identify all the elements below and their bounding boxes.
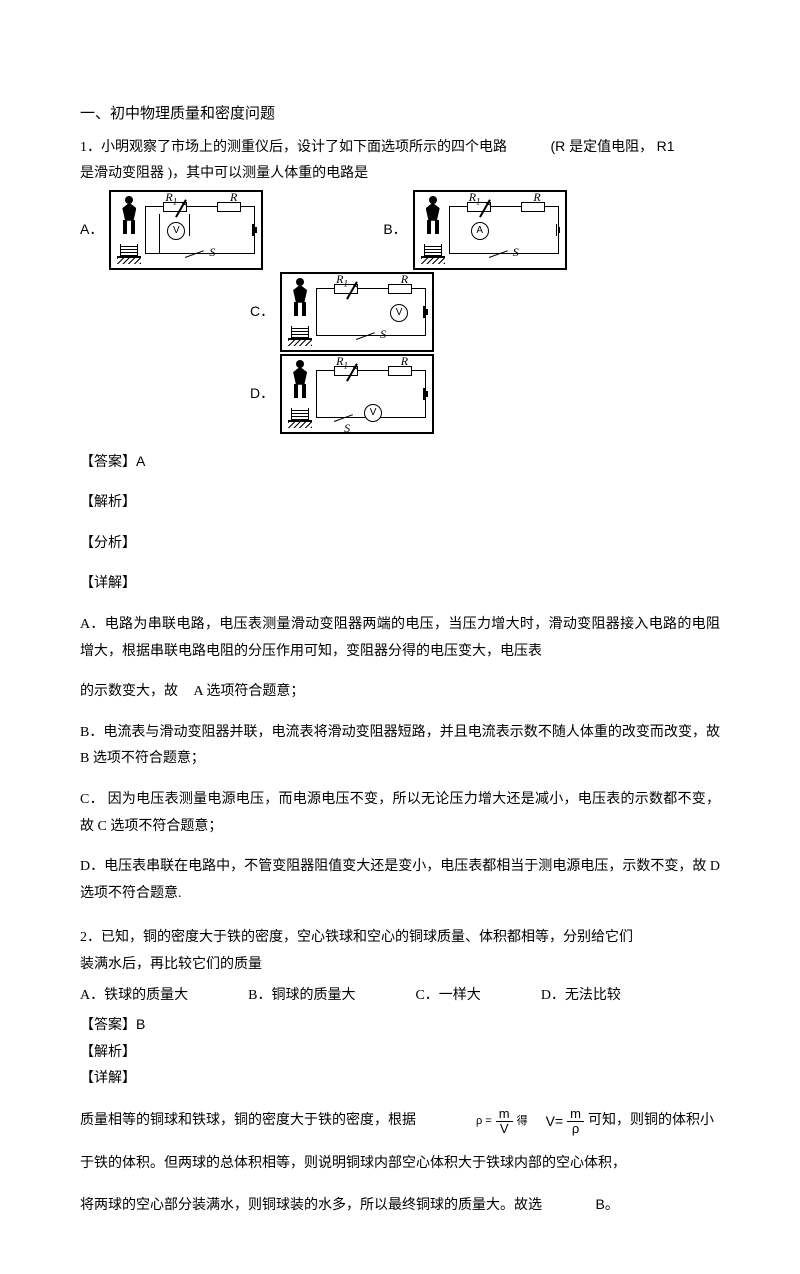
q1-opt-row-c: C． R1 R V S (80, 272, 720, 352)
q1-number: 1． (80, 140, 101, 155)
switch-lbl-d: S (344, 421, 350, 436)
q2-line1: 质量相等的铜球和铁球，铜的密度大于铁的密度，根据 ρ = mV 得 V= mρ … (80, 1107, 720, 1137)
circuit-b: R1 R A S (413, 190, 567, 270)
q1-opt-row-ab: A． R1 R V S B． R1 R A S (80, 190, 720, 270)
r-lbl-b: R (533, 190, 540, 205)
voltmeter-icon: V (167, 222, 185, 240)
r-lbl: R (230, 190, 237, 205)
r1-sub-b: 1 (476, 196, 481, 206)
r1-sub: 1 (173, 196, 178, 206)
q2-answer-label: 【答案】 (80, 1018, 136, 1033)
q2-opt-a: A．铁球的质量大 (80, 983, 188, 1010)
v-eq: V= (546, 1108, 564, 1135)
r1-sub-c: 1 (343, 278, 348, 288)
ammeter-icon: A (471, 222, 489, 240)
circuit-d: R1 R V S (280, 354, 434, 434)
q1-text-b: (R 是定值电阻， (551, 138, 654, 154)
analysis-label: 【解析】 (80, 490, 720, 517)
q1-answer: A (136, 453, 145, 469)
r-lbl-c: R (401, 272, 408, 287)
q2-opt-d: D．无法比较 (541, 983, 621, 1010)
circuit-a: R1 R V S (109, 190, 263, 270)
q1-opt-a-label: A． (80, 216, 103, 243)
q1-intro: 1．小明观察了市场上的测重仪后，设计了如下面选项所示的四个电路 (R 是定值电阻… (80, 133, 720, 162)
q2-options: A．铁球的质量大 B．铜球的质量大 C．一样大 D．无法比较 (80, 983, 720, 1010)
switch-lbl: S (209, 245, 215, 260)
switch-lbl-c: S (380, 327, 386, 342)
q2-number: 2． (80, 930, 101, 945)
q1-opt-c-label: C． (250, 298, 274, 325)
q1-text-c: R1 (657, 138, 675, 154)
q1-explain-c: C． 因为电压表测量电源电压，而电源电压不变，所以无论压力增大还是减小，电压表的… (80, 787, 720, 840)
q2-l3a: 将两球的空心部分装满水，则铜球装的水多，所以最终铜球的质量大。故选 (80, 1198, 542, 1213)
q1-intro-2: 是滑动变阻器 )，其中可以测量人体重的电路是 (80, 161, 720, 188)
r1-sub-d: 1 (343, 360, 348, 370)
circuit-c: R1 R V S (280, 272, 434, 352)
q1-pa2-b: A 选项符合题意； (194, 684, 305, 699)
f1n: m (496, 1107, 513, 1122)
q1-pa2-a: 的示数变大，故 (80, 684, 178, 699)
q2-intro: 2．已知，铜的密度大于铁的密度，空心铁球和空心的铜球质量、体积都相等，分别给它们 (80, 925, 720, 952)
q2-detail-label: 【详解】 (80, 1066, 720, 1093)
q2-l1b: 可知，则铜的体积小 (588, 1108, 714, 1135)
q1-opt-b-label: B． (383, 216, 406, 243)
voltmeter-icon-c: V (390, 304, 408, 322)
q2-opt-c: C．一样大 (415, 983, 480, 1010)
voltmeter-icon-d: V (364, 404, 382, 422)
q1-explain-b: B．电流表与滑动变阻器并联，电流表将滑动变阻器短路，并且电流表示数不随人体重的改… (80, 720, 720, 773)
f1d: V (497, 1122, 512, 1136)
answer-label: 【答案】 (80, 455, 136, 470)
r1-lbl-b: R (469, 190, 476, 204)
q1-explain-a: A．电路为串联电路，电压表测量滑动变阻器两端的电压，当压力增大时，滑动变阻器接入… (80, 612, 720, 665)
q1-opt-row-d: D． R1 R V S (80, 354, 720, 434)
q2-l1a: 质量相等的铜球和铁球，铜的密度大于铁的密度，根据 (80, 1108, 416, 1135)
q2-l3b: B。 (596, 1196, 619, 1212)
q2-text1: 已知，铜的密度大于铁的密度，空心铁球和空心的铜球质量、体积都相等，分别给它们 (101, 930, 633, 945)
fenxi-label: 【分析】 (80, 531, 720, 558)
de: 得 (517, 1111, 528, 1132)
q1-answer-block: 【答案】A 【解析】 【分析】 【详解】 (80, 448, 720, 598)
q2-line3: 将两球的空心部分装满水，则铜球装的水多，所以最终铜球的质量大。故选 B。 (80, 1191, 720, 1220)
q1-explain-d: D．电压表串联在电路中，不管变阻器阻值变大还是变小，电压表都相当于测电源电压，示… (80, 854, 720, 907)
q2-answer: B (136, 1016, 145, 1032)
q1-opt-d-label: D． (250, 380, 274, 407)
f2n: m (567, 1107, 584, 1122)
r-lbl-d: R (401, 354, 408, 369)
r1-lbl: R (165, 190, 172, 204)
frac-m-rho: mρ (567, 1107, 584, 1137)
f2d: ρ (569, 1122, 582, 1136)
q2-line2: 于铁的体积。但两球的总体积相等，则说明铜球内部空心体积大于铁球内部的空心体积， (80, 1151, 720, 1178)
q1-explain-a2: 的示数变大，故 A 选项符合题意； (80, 679, 720, 706)
frac-m-v: mV (496, 1107, 513, 1137)
q2-analysis-label: 【解析】 (80, 1040, 720, 1067)
switch-lbl-b: S (513, 245, 519, 260)
q2-opt-b: B．铜球的质量大 (248, 983, 355, 1010)
rho-eq: ρ = (476, 1111, 492, 1132)
q2-answer-line: 【答案】B (80, 1011, 720, 1040)
q1-text-a: 小明观察了市场上的测重仪后，设计了如下面选项所示的四个电路 (101, 140, 507, 155)
section-title: 一、初中物理质量和密度问题 (80, 100, 720, 129)
detail-label: 【详解】 (80, 571, 720, 598)
q2-text2: 装满水后，再比较它们的质量 (80, 952, 720, 979)
